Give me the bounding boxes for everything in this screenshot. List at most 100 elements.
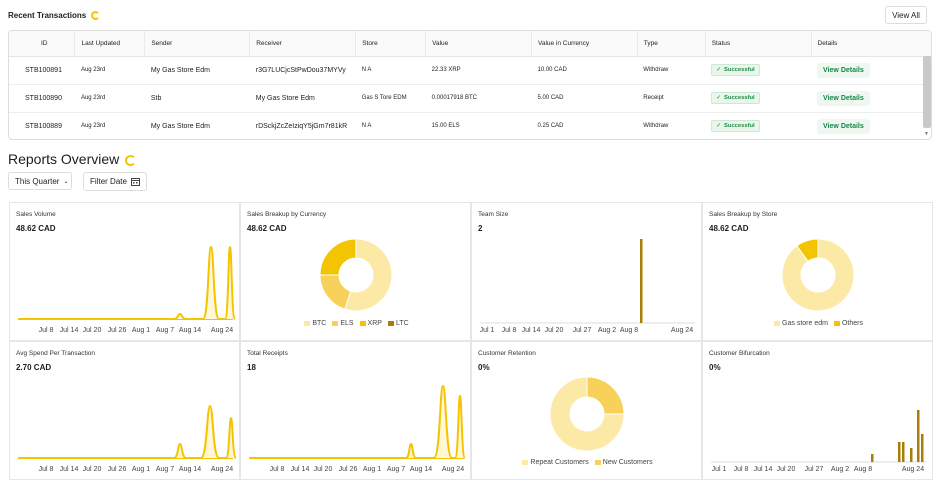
- x-tick-label: Aug 1: [363, 466, 381, 473]
- card-value: 0%: [709, 363, 721, 372]
- sales-volume-chart: Jul 8 Jul 14 Jul 20 Jul 26 Aug 1 Aug 7 Aug 14 A…: [18, 245, 236, 334]
- legend-item[interactable]: Repeat Customers: [522, 459, 589, 466]
- cell-sender: My Gas Store Edm: [144, 112, 250, 139]
- col-store[interactable]: Store: [355, 31, 426, 57]
- x-tick-label: Jul 20: [314, 466, 333, 473]
- col-type[interactable]: Type: [636, 31, 706, 57]
- pie-slice: [344, 238, 393, 312]
- x-tick-label: Jul 20: [83, 466, 102, 473]
- col-sender[interactable]: Sender: [144, 31, 250, 57]
- view-details-button[interactable]: View Details: [817, 90, 870, 106]
- x-tick-label: Aug 24: [671, 327, 693, 334]
- col-status[interactable]: Status: [704, 31, 812, 57]
- x-tick-label: Jul 26: [339, 466, 358, 473]
- table-scrollbar[interactable]: [923, 56, 931, 128]
- col-value-currency[interactable]: Value in Currency: [530, 31, 638, 57]
- x-tick-label: Aug 14: [179, 466, 201, 473]
- check-icon: ✓: [716, 67, 722, 73]
- card-value: 48.62 CAD: [709, 224, 749, 233]
- legend-swatch: [332, 320, 339, 326]
- cell-store: N A: [355, 112, 426, 139]
- x-tick-label: Aug 7: [156, 466, 174, 473]
- card-title: Team Size: [478, 211, 509, 218]
- recent-transactions-label: Recent Transactions: [8, 11, 87, 20]
- x-tick-label: Jul 20: [777, 466, 796, 473]
- card-title: Customer Retention: [478, 350, 536, 357]
- card-title: Sales Breakup by Currency: [247, 211, 327, 218]
- cell-value: 0.00017918 BTC: [425, 84, 532, 113]
- status-label: Successful: [724, 95, 755, 101]
- cell-value: 15.00 ELS: [425, 112, 532, 139]
- cell-details: View Details: [811, 112, 917, 139]
- legend-label: New Customers: [602, 459, 653, 466]
- pie-slice: [319, 238, 357, 276]
- card-breakup-currency: Sales Breakup by Currency 48.62 CAD BTC E…: [240, 202, 471, 341]
- refresh-icon[interactable]: [91, 11, 101, 21]
- card-avg-spend: Avg Spend Per Transaction 2.70 CAD Jul 8…: [9, 341, 240, 480]
- bar: [910, 448, 913, 462]
- card-value: 2.70 CAD: [16, 363, 52, 372]
- total-receipts-chart: Jul 8 Jul 14 Jul 20 Jul 26 Aug 1 Aug 7 Aug 14 A…: [249, 384, 466, 473]
- x-tick-label: Jul 14: [754, 466, 773, 473]
- chart-legend: BTC ELS XRP LTC: [241, 320, 472, 327]
- check-icon: ✓: [716, 95, 722, 101]
- table-row[interactable]: STB100889 Aug 23rd My Gas Store Edm rDSc…: [9, 112, 931, 139]
- card-value: 48.62 CAD: [247, 224, 287, 233]
- cell-id: STB100889: [9, 112, 75, 139]
- cell-id: STB100891: [9, 56, 75, 85]
- bar: [902, 442, 905, 462]
- cell-updated: Aug 23rd: [74, 56, 145, 85]
- cell-status: ✓ Successful: [705, 84, 812, 113]
- legend-item[interactable]: Others: [833, 320, 863, 327]
- table-row[interactable]: STB100891 Aug 23rd My Gas Store Edm r3G7…: [9, 56, 931, 85]
- card-value: 2: [478, 224, 483, 233]
- status-badge: ✓ Successful: [711, 92, 760, 104]
- cell-store: Gas S Tore EDM: [355, 84, 426, 113]
- view-all-button[interactable]: View All: [885, 6, 927, 24]
- cell-id: STB100890: [9, 84, 75, 113]
- legend-item[interactable]: LTC: [387, 320, 409, 327]
- x-tick-label: Jul 8: [39, 466, 54, 473]
- cell-value: 22.33 XRP: [425, 56, 532, 85]
- scroll-down-icon[interactable]: ▼: [924, 131, 929, 137]
- x-tick-label: Jul 14: [291, 466, 310, 473]
- series-line: [173, 442, 187, 459]
- refresh-icon[interactable]: [125, 154, 137, 166]
- table-row[interactable]: STB100890 Aug 23rd Stb My Gas Store Edm …: [9, 84, 931, 113]
- chevron-down-icon: ⌄: [63, 178, 69, 185]
- legend-item[interactable]: New Customers: [594, 459, 653, 466]
- legend-label: Others: [841, 320, 863, 327]
- card-title: Sales Breakup by Store: [709, 211, 778, 218]
- col-receiver[interactable]: Receiver: [249, 31, 356, 57]
- legend-item[interactable]: ELS: [332, 320, 354, 327]
- x-tick-label: Jul 1: [480, 327, 495, 334]
- bar: [898, 442, 901, 462]
- legend-item[interactable]: Gas store edm: [774, 320, 828, 327]
- view-details-button[interactable]: View Details: [817, 118, 870, 134]
- series-line: [433, 384, 453, 459]
- x-tick-label: Aug 7: [387, 466, 405, 473]
- filter-date-label: Filter Date: [90, 177, 127, 186]
- col-last-updated[interactable]: Last Updated: [74, 31, 145, 57]
- legend-item[interactable]: BTC: [304, 320, 326, 327]
- col-id[interactable]: ID: [9, 31, 75, 57]
- col-details[interactable]: Details: [810, 31, 917, 57]
- filter-date-button[interactable]: Filter Date: [83, 172, 147, 191]
- legend-item[interactable]: XRP: [359, 320, 382, 327]
- series-line: [173, 312, 187, 320]
- period-select[interactable]: This Quarter ⌄: [8, 172, 72, 190]
- pie-slice: [319, 274, 352, 310]
- recent-transactions-title: Recent Transactions: [8, 11, 101, 21]
- x-tick-label: Jul 27: [573, 327, 592, 334]
- series-line: [225, 416, 237, 459]
- cell-currency: 5.00 CAD: [531, 84, 638, 113]
- series-line: [405, 442, 417, 459]
- col-value[interactable]: Value: [425, 31, 532, 57]
- pie-slice: [586, 376, 625, 415]
- retention-donut-chart: [549, 376, 625, 452]
- series-line: [202, 245, 220, 320]
- transactions-table: ID Last Updated Sender Receiver Store Va…: [8, 30, 932, 140]
- bar: [871, 454, 874, 462]
- cell-type: Withdraw: [637, 56, 706, 85]
- view-details-button[interactable]: View Details: [817, 62, 870, 78]
